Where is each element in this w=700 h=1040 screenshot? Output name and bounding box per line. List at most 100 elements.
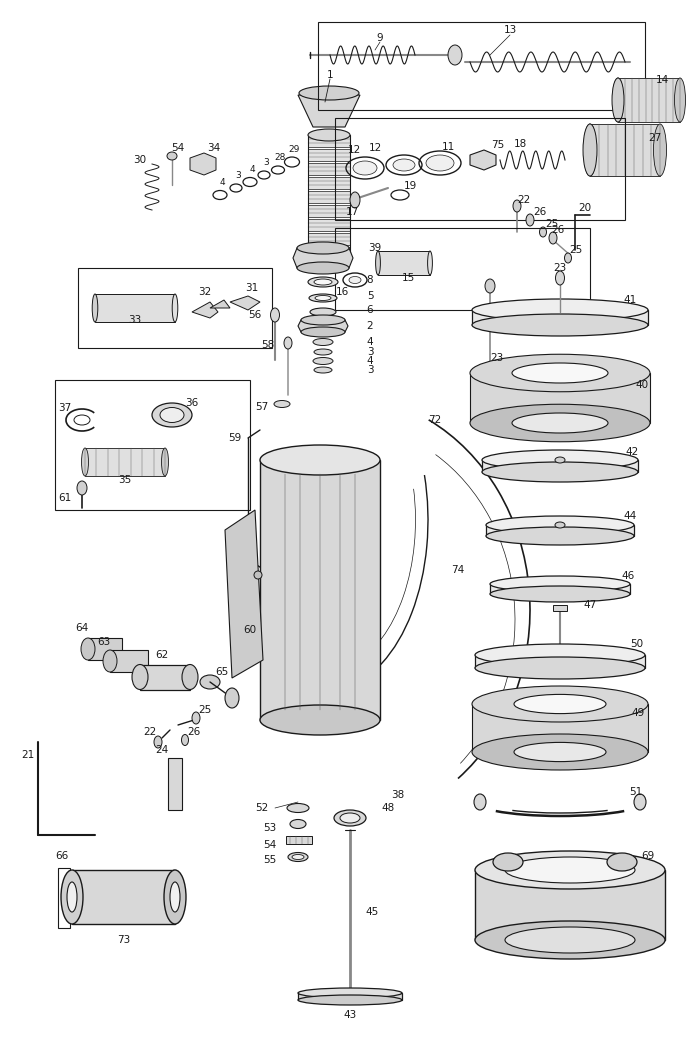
Text: 49: 49 — [631, 708, 645, 718]
Ellipse shape — [555, 522, 565, 528]
Polygon shape — [472, 704, 648, 752]
Ellipse shape — [81, 448, 88, 476]
Ellipse shape — [314, 279, 332, 285]
Ellipse shape — [505, 857, 635, 883]
Ellipse shape — [513, 200, 521, 212]
Text: 73: 73 — [118, 935, 131, 945]
Ellipse shape — [612, 78, 624, 122]
Ellipse shape — [81, 638, 95, 660]
Ellipse shape — [297, 242, 349, 254]
Ellipse shape — [634, 794, 646, 810]
Ellipse shape — [654, 124, 666, 176]
Ellipse shape — [428, 251, 433, 275]
Ellipse shape — [472, 314, 648, 336]
Text: 74: 74 — [452, 565, 465, 575]
Ellipse shape — [526, 214, 534, 226]
Ellipse shape — [297, 262, 349, 274]
Ellipse shape — [192, 712, 200, 724]
Text: 31: 31 — [246, 283, 258, 293]
Ellipse shape — [254, 571, 262, 579]
Ellipse shape — [555, 457, 565, 463]
Ellipse shape — [514, 695, 606, 713]
Polygon shape — [192, 302, 218, 318]
Ellipse shape — [505, 927, 635, 953]
Text: 9: 9 — [377, 33, 384, 43]
Ellipse shape — [482, 462, 638, 482]
Ellipse shape — [426, 155, 454, 171]
Ellipse shape — [67, 882, 77, 912]
Text: 2: 2 — [367, 321, 373, 331]
Ellipse shape — [607, 853, 637, 872]
Text: 20: 20 — [578, 203, 592, 213]
Ellipse shape — [472, 300, 648, 321]
Ellipse shape — [475, 644, 645, 666]
Polygon shape — [298, 95, 360, 127]
Text: 25: 25 — [198, 705, 211, 716]
Text: 21: 21 — [22, 750, 34, 760]
Ellipse shape — [164, 870, 186, 924]
Polygon shape — [308, 248, 350, 259]
Text: 22: 22 — [144, 727, 157, 737]
Polygon shape — [190, 153, 216, 175]
Ellipse shape — [290, 820, 306, 829]
Polygon shape — [286, 836, 312, 844]
Text: 75: 75 — [491, 140, 505, 150]
Polygon shape — [95, 294, 175, 322]
Polygon shape — [470, 373, 650, 423]
Ellipse shape — [448, 45, 462, 66]
Text: 14: 14 — [655, 75, 668, 85]
Polygon shape — [260, 460, 380, 720]
Ellipse shape — [225, 688, 239, 708]
Text: 52: 52 — [256, 803, 269, 813]
Polygon shape — [378, 251, 430, 275]
Ellipse shape — [160, 408, 184, 422]
Ellipse shape — [675, 78, 685, 122]
Ellipse shape — [584, 124, 596, 176]
Text: 30: 30 — [134, 155, 146, 165]
Ellipse shape — [334, 810, 366, 826]
Ellipse shape — [170, 882, 180, 912]
Ellipse shape — [556, 271, 564, 285]
Text: 62: 62 — [155, 650, 169, 660]
Text: 3: 3 — [263, 157, 269, 166]
Polygon shape — [590, 124, 660, 176]
Ellipse shape — [472, 734, 648, 770]
Ellipse shape — [564, 253, 571, 263]
Ellipse shape — [299, 86, 359, 100]
Ellipse shape — [315, 295, 331, 301]
Text: 43: 43 — [344, 1010, 356, 1020]
Text: 22: 22 — [517, 196, 531, 205]
Ellipse shape — [181, 734, 188, 746]
Text: 29: 29 — [288, 145, 300, 154]
Ellipse shape — [475, 851, 665, 889]
Polygon shape — [85, 448, 165, 476]
Polygon shape — [618, 78, 680, 122]
Text: 59: 59 — [228, 433, 242, 443]
Ellipse shape — [512, 413, 608, 433]
Polygon shape — [210, 300, 230, 308]
Text: 18: 18 — [513, 139, 526, 149]
Ellipse shape — [298, 988, 402, 998]
Ellipse shape — [270, 308, 279, 322]
Text: 3: 3 — [235, 171, 241, 180]
Ellipse shape — [485, 279, 495, 293]
Text: 45: 45 — [365, 907, 379, 917]
Text: 46: 46 — [622, 571, 635, 581]
Polygon shape — [308, 149, 350, 161]
Ellipse shape — [482, 450, 638, 470]
Polygon shape — [472, 310, 648, 326]
Text: 55: 55 — [263, 855, 276, 865]
Text: 25: 25 — [569, 245, 582, 255]
Text: 28: 28 — [274, 153, 286, 161]
Polygon shape — [298, 993, 402, 1000]
Ellipse shape — [583, 124, 597, 176]
Text: 42: 42 — [625, 447, 638, 457]
Text: 17: 17 — [345, 207, 358, 217]
Polygon shape — [308, 219, 350, 231]
Text: 3: 3 — [367, 347, 373, 357]
Ellipse shape — [486, 527, 634, 545]
Text: 34: 34 — [207, 144, 220, 153]
Ellipse shape — [152, 404, 192, 427]
Text: 35: 35 — [118, 475, 132, 485]
Text: 54: 54 — [263, 840, 276, 850]
